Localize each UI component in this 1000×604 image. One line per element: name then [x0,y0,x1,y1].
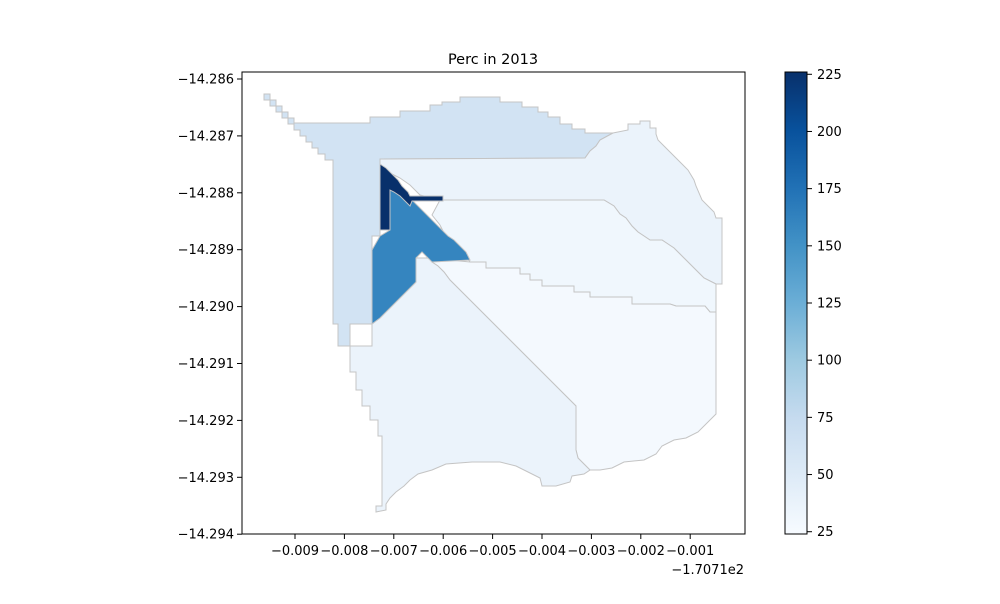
y-tick-label: −14.289 [178,243,234,258]
x-tick-label: −0.006 [419,544,467,559]
plot-frame [241,71,746,535]
region-south-west[interactable] [349,257,591,513]
colorbar-tick-label: 200 [817,125,842,140]
colorbar: 25 50 75 100 125 150 175 200 225 [784,68,842,540]
x-tick-label: −0.009 [271,544,319,559]
y-tick-label: −14.287 [178,129,234,144]
y-tick-label: −14.291 [178,357,234,372]
x-offset-label: −1.7071e2 [671,563,744,578]
x-tick-label: −0.005 [469,544,517,559]
colorbar-tick-label: 50 [817,468,834,483]
y-tick-label: −14.286 [178,73,234,88]
colorbar-tick-label: 100 [817,354,842,369]
colorbar-tick-label: 25 [817,525,834,540]
colorbar-gradient [784,71,808,535]
colorbar-tick-label: 75 [817,411,834,426]
y-tick-label: −14.290 [178,300,234,315]
x-tick-label: −0.003 [567,544,615,559]
x-tick-label: −0.004 [518,544,566,559]
y-axis: −14.286 −14.287 −14.288 −14.289 −14.290 −14.2… [178,73,242,543]
x-axis: −0.009 −0.008 −0.007 −0.006 −0.005 −0.004 −0.0… [271,534,714,559]
y-tick-label: −14.293 [178,471,234,486]
colorbar-tick-label: 175 [817,182,842,197]
y-tick-label: −14.294 [178,528,234,543]
y-tick-label: −14.292 [178,414,234,429]
y-tick-label: −14.288 [178,186,234,201]
x-tick-label: −0.008 [320,544,368,559]
colorbar-tick-label: 125 [817,297,842,312]
colorbar-tick-label: 225 [817,68,842,83]
colorbar-tick-label: 150 [817,239,842,254]
map-regions [263,93,723,513]
chart-title: Perc in 2013 [448,52,538,68]
x-tick-label: −0.002 [617,544,665,559]
colorbar-ticks: 25 50 75 100 125 150 175 200 225 [807,68,842,540]
region-spike[interactable] [379,163,444,231]
x-tick-label: −0.007 [370,544,418,559]
x-tick-label: −0.001 [666,544,714,559]
